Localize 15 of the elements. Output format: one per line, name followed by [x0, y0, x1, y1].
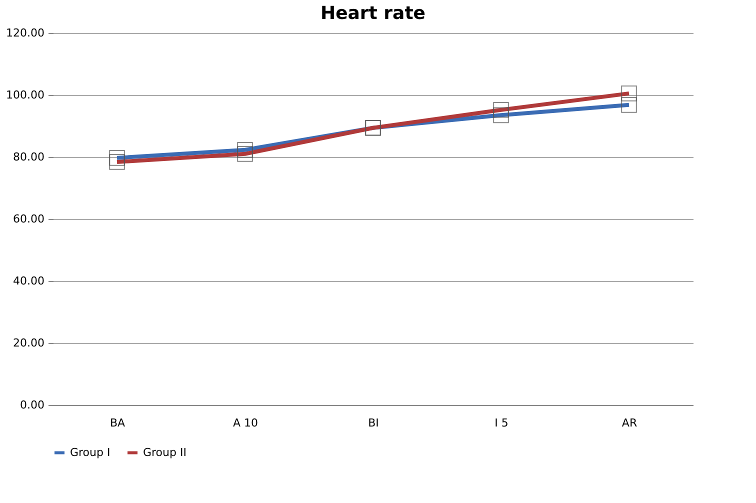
- y-tick-label: 0.00: [20, 398, 44, 412]
- chart-title: Heart rate: [320, 3, 426, 24]
- y-tick-label: 60.00: [13, 212, 44, 226]
- legend-label: Group II: [143, 446, 186, 459]
- legend-label: Group I: [70, 446, 110, 459]
- x-tick-label: AR: [622, 416, 638, 430]
- x-tick-label: A 10: [232, 416, 258, 430]
- y-tick-label: 100.00: [6, 88, 44, 102]
- y-tick-label: 40.00: [13, 274, 44, 288]
- y-tick-label: 80.00: [13, 150, 44, 164]
- x-tick-label: BA: [110, 416, 126, 430]
- y-tick-label: 20.00: [13, 336, 44, 350]
- y-tick-label: 120.00: [6, 26, 44, 40]
- x-tick-label: I 5: [494, 416, 508, 430]
- x-tick-label: BI: [368, 416, 379, 430]
